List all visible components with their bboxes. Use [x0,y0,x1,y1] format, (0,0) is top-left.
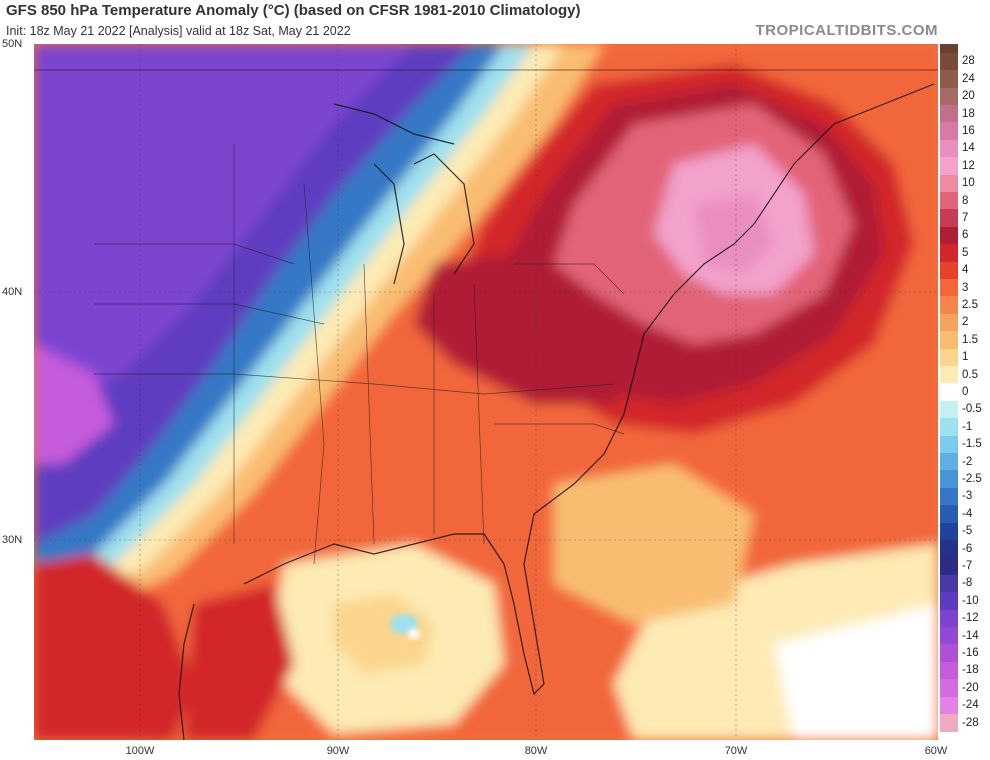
anomaly-map[interactable] [34,44,938,740]
legend-swatch [940,626,958,645]
legend-swatch [940,261,958,280]
legend-swatch [940,505,958,523]
legend-swatch [940,522,958,541]
lon-label-100w: 100W [125,745,155,757]
legend-label: 10 [962,177,975,190]
legend-swatch [940,574,958,593]
legend-label: 6 [962,229,969,242]
legend-swatch [940,87,958,106]
legend-label: -6 [962,542,973,555]
legend-label: 2.5 [962,299,978,311]
legend-swatch [940,713,958,732]
legend-label: 0.5 [962,368,978,381]
legend-swatch [940,383,958,402]
legend-label: 1.5 [962,333,978,346]
legend-label: -5 [962,525,973,538]
legend-label: -20 [962,681,979,694]
legend-label: 18 [962,107,975,120]
map-subtitle: Init: 18z May 21 2022 [Analysis] valid a… [6,24,351,38]
legend-swatch [940,331,958,349]
legend-swatch [940,661,958,680]
legend-swatch [940,70,958,88]
map-title: GFS 850 hPa Temperature Anomaly (°C) (ba… [6,2,581,19]
legend-label: 14 [962,142,975,155]
legend-label: -1.5 [962,438,982,451]
anomaly-field [34,44,938,740]
lon-label-60w: 60W [924,745,948,757]
legend-swatch [940,487,958,506]
legend-label: 24 [962,72,975,85]
legend-swatch [940,557,958,576]
legend-swatch [940,278,958,297]
legend-swatch [940,696,958,715]
legend-label: 20 [962,90,975,103]
lon-label-80w: 80W [524,745,548,757]
lat-label-30n: 30N [2,534,23,546]
legend-swatch [940,400,958,419]
legend-label: 12 [962,159,975,172]
legend-swatch [940,157,958,175]
color-legend [940,44,958,740]
legend-swatch [940,226,958,245]
legend-swatch [940,191,958,210]
legend-swatch [940,52,958,71]
legend-swatch [940,209,958,228]
legend-label: -2 [962,455,973,468]
legend-label: -3 [962,490,973,503]
legend-label: -1 [962,420,973,433]
legend-swatch [940,104,958,123]
legend-label: 0 [962,386,969,398]
brand-watermark[interactable]: TROPICALTIDBITS.COM [755,22,938,39]
legend-label: 28 [962,55,975,68]
legend-label: -16 [962,647,979,659]
legend-swatch [940,592,958,610]
legend-swatch-top [940,44,958,53]
legend-swatch [940,139,958,158]
legend-swatch [940,365,958,384]
legend-swatch [940,644,958,663]
lat-label-40n: 40N [2,286,23,298]
legend-label: -24 [962,699,979,712]
legend-label: -0.5 [962,403,982,416]
legend-label: -28 [962,716,979,729]
legend-swatch [940,679,958,697]
legend-swatch [940,348,958,367]
lon-label-70w: 70W [724,745,748,757]
legend-label: 2 [962,316,969,329]
legend-label: 1 [962,351,969,364]
legend-label: 3 [962,281,969,294]
legend-label: 16 [962,125,975,137]
legend-swatch [940,435,958,454]
legend-swatch [940,539,958,558]
legend-swatch [940,452,958,471]
legend-label: 8 [962,194,969,207]
legend-label: -18 [962,664,979,677]
legend-label: -2.5 [962,473,982,485]
legend-swatch [940,313,958,332]
legend-label: -12 [962,612,979,625]
legend-label: 7 [962,212,969,224]
legend-label: 5 [962,246,969,259]
legend-label: -4 [962,507,973,520]
legend-swatch [940,122,958,141]
lat-label-50n: 50N [2,38,23,50]
legend-swatch [940,174,958,193]
legend-label: -14 [962,629,979,642]
legend-label: -7 [962,560,973,572]
legend-swatch [940,609,958,628]
legend-swatch [940,244,958,262]
legend-label: -10 [962,594,979,607]
legend-swatch [940,470,958,489]
legend-label: -8 [962,577,973,590]
legend-swatch [940,418,958,436]
legend-label: 4 [962,264,969,277]
legend-swatch [940,296,958,315]
lon-label-90w: 90W [326,745,350,757]
